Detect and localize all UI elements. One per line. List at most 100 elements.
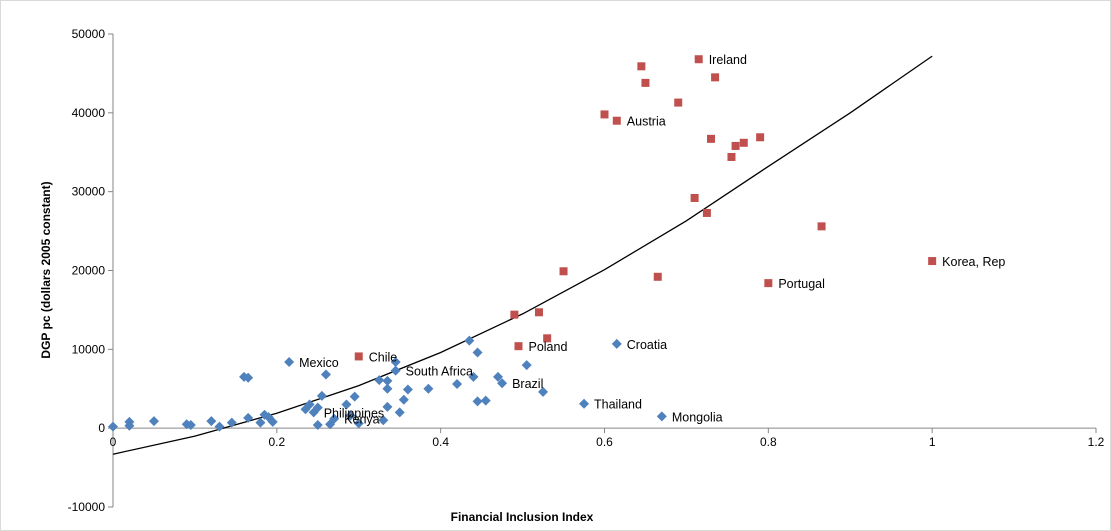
square-point bbox=[711, 73, 720, 82]
point-label: Chile bbox=[369, 350, 398, 364]
diamond-point bbox=[611, 338, 622, 349]
square-point bbox=[510, 310, 519, 319]
diamond-point bbox=[423, 383, 434, 394]
diamond-point bbox=[206, 416, 217, 427]
axis-ticks: -10000 0 10000 20000 30000 40000 50000 0 0.2 0.4 0… bbox=[68, 27, 1105, 514]
diamond-point bbox=[243, 412, 254, 423]
diamond-point bbox=[378, 415, 389, 426]
point-label: Austria bbox=[627, 115, 666, 129]
square-point bbox=[756, 133, 765, 142]
square-point bbox=[600, 110, 609, 119]
square-point bbox=[674, 98, 683, 107]
diamond-point bbox=[382, 383, 393, 394]
diamond-point bbox=[579, 398, 590, 409]
square-point bbox=[514, 342, 523, 351]
point-label: Mongolia bbox=[672, 410, 723, 424]
point-label: Ireland bbox=[709, 53, 747, 67]
y-axis-title: DGP pc (dollars 2005 constant) bbox=[39, 181, 53, 358]
diamond-point bbox=[493, 371, 504, 382]
point-label: South Africa bbox=[406, 365, 473, 379]
x-axis-title: Financial Inclusion Index bbox=[451, 510, 594, 524]
diamond-point bbox=[521, 360, 532, 371]
point-label: Portugal bbox=[778, 277, 825, 291]
point-label: Brazil bbox=[512, 377, 543, 391]
diamond-point bbox=[255, 417, 266, 428]
diamond-point bbox=[312, 402, 323, 413]
diamond-point bbox=[148, 416, 159, 427]
diamond-point bbox=[538, 386, 549, 397]
point-label: Croatia bbox=[627, 338, 667, 352]
trendline-group bbox=[112, 55, 933, 455]
diamond-point bbox=[468, 371, 479, 382]
diamond-point bbox=[390, 356, 401, 367]
diamond-point bbox=[497, 378, 508, 389]
diamond-point bbox=[398, 394, 409, 405]
diamond-point bbox=[304, 399, 315, 410]
trendline bbox=[112, 55, 933, 455]
square-point bbox=[534, 308, 543, 317]
diamond-point bbox=[316, 390, 327, 401]
diamond-point bbox=[226, 417, 237, 428]
x-tick-label: 0.8 bbox=[760, 435, 777, 449]
data-points bbox=[108, 55, 937, 432]
square-point bbox=[764, 279, 773, 288]
diamond-point bbox=[464, 335, 475, 346]
diamond-point bbox=[390, 365, 401, 376]
diamond-point bbox=[452, 379, 463, 390]
square-point bbox=[731, 141, 740, 150]
square-point bbox=[612, 116, 621, 125]
square-point bbox=[690, 193, 699, 202]
square-point bbox=[694, 55, 703, 64]
square-point bbox=[559, 267, 568, 276]
y-tick-label: 50000 bbox=[72, 27, 106, 41]
square-point bbox=[706, 134, 715, 143]
point-label: Korea, Rep bbox=[942, 255, 1005, 269]
x-tick-label: 0.4 bbox=[432, 435, 449, 449]
point-labels: Ireland Austria Korea, Rep Portugal Croatia P… bbox=[299, 53, 1005, 426]
point-label: Poland bbox=[528, 340, 567, 354]
diamond-point bbox=[267, 416, 278, 427]
diamond-point bbox=[243, 372, 254, 383]
y-tick-label: -10000 bbox=[68, 500, 106, 514]
square-point bbox=[354, 352, 363, 361]
x-tick-label: 0 bbox=[110, 435, 117, 449]
x-tick-label: 0.2 bbox=[268, 435, 285, 449]
diamond-point bbox=[108, 421, 118, 432]
diamond-point bbox=[382, 375, 393, 386]
x-tick-label: 1.2 bbox=[1088, 435, 1105, 449]
diamond-point bbox=[329, 413, 340, 424]
y-tick-label: 40000 bbox=[72, 106, 106, 120]
square-point bbox=[817, 222, 826, 231]
square-point bbox=[543, 334, 552, 343]
diamond-point bbox=[472, 396, 483, 407]
point-label: Mexico bbox=[299, 356, 339, 370]
square-point bbox=[637, 62, 646, 71]
y-tick-label: 10000 bbox=[72, 342, 106, 356]
diamond-point bbox=[312, 420, 323, 431]
diamond-point bbox=[382, 401, 393, 412]
diamond-point bbox=[124, 416, 135, 427]
y-tick-label: 30000 bbox=[72, 185, 106, 199]
diamond-point bbox=[394, 407, 405, 418]
diamond-point bbox=[656, 411, 667, 422]
square-point bbox=[739, 138, 748, 147]
diamond-point bbox=[345, 410, 356, 421]
diamond-point bbox=[402, 384, 413, 395]
square-point bbox=[653, 272, 662, 281]
diamond-point bbox=[320, 369, 331, 380]
x-tick-label: 0.6 bbox=[596, 435, 613, 449]
diamond-point bbox=[349, 391, 360, 402]
y-tick-label: 20000 bbox=[72, 264, 106, 278]
diamond-point bbox=[480, 395, 491, 406]
x-tick-label: 1 bbox=[929, 435, 936, 449]
diamond-point bbox=[185, 420, 196, 431]
diamond-point bbox=[374, 375, 385, 386]
diamond-point bbox=[472, 347, 483, 358]
square-point bbox=[641, 78, 650, 87]
point-label: Philippines bbox=[324, 406, 384, 420]
y-tick-label: 0 bbox=[98, 421, 105, 435]
point-label: Thailand bbox=[594, 398, 642, 412]
point-label: Kenya bbox=[344, 413, 379, 427]
